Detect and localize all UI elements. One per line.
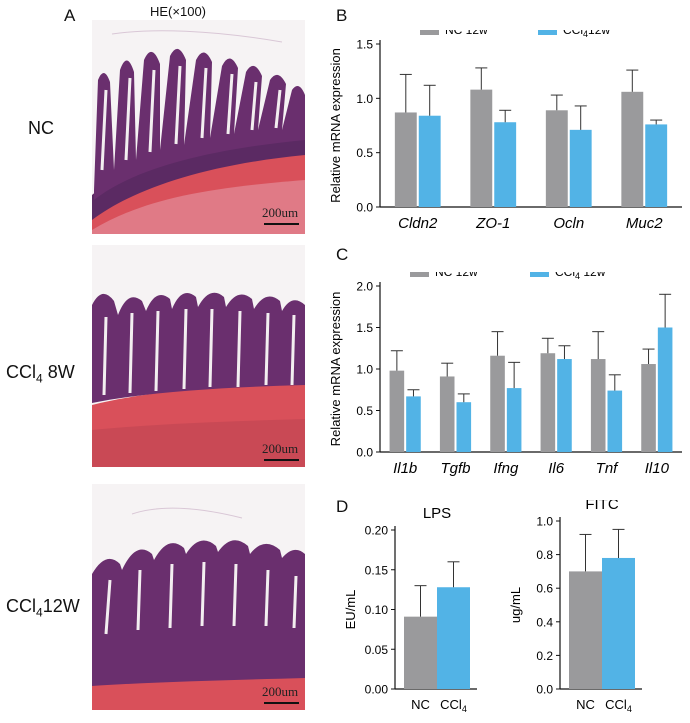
chart-b-bar — [545, 110, 568, 207]
chart-c-bar — [657, 327, 673, 452]
chart-d2-y-label: ug/mL — [510, 587, 523, 623]
chart-c-y-label: Relative mRNA expression — [330, 292, 343, 447]
chart-d1-title: LPS — [423, 505, 451, 522]
chart-b-x-tick-label: ZO-1 — [475, 215, 510, 232]
scale-label-nc: 200um — [262, 205, 299, 220]
legend-label: NC 12w — [445, 30, 488, 37]
scale-bar-ccl4-12w — [264, 702, 299, 704]
chart-c-y-tick-label: 0.0 — [356, 446, 373, 460]
legend-swatch — [538, 30, 557, 35]
chart-d2-y-tick-label: 0.0 — [536, 683, 553, 697]
chart-c-x-tick-label: Tgfb — [440, 460, 470, 477]
chart-d1-y-tick-label: 0.15 — [365, 563, 389, 577]
chart-c-x-tick-label: Il1b — [393, 460, 417, 477]
row-label-nc: NC — [28, 118, 54, 138]
chart-d1-bar — [404, 616, 437, 689]
chart-d2-y-tick-label: 0.8 — [536, 548, 553, 562]
chart-c-bar — [389, 370, 405, 452]
chart-d1-y-tick-label: 0.00 — [365, 683, 389, 697]
chart-d1: 0.00 0.05 0.10 0.15 0.20 EU/mL NC CCl4 LPS — [343, 505, 477, 714]
chart-c-y-tick-label: 1.0 — [356, 363, 373, 377]
chart-d1-y-tick-label: 0.05 — [365, 643, 389, 657]
chart-b-bar — [470, 89, 493, 207]
panel-letter-c: C — [336, 245, 349, 264]
panel-letter-a: A — [64, 6, 76, 25]
legend-label: CCl412w — [563, 30, 610, 39]
chart-d1-y-label: EU/mL — [343, 590, 358, 630]
scale-label-ccl4-12w: 200um — [262, 684, 299, 699]
chart-c-bar — [641, 364, 656, 452]
chart-b-y-tick-label: 1.0 — [356, 92, 373, 106]
panel-letter-d: D — [336, 497, 349, 516]
chart-c-x-tick-label: Il10 — [645, 460, 670, 477]
legend-swatch — [410, 272, 429, 277]
chart-d2-bar — [602, 557, 635, 689]
chart-c-y-tick-label: 1.5 — [356, 321, 373, 335]
chart-c-bar — [590, 359, 606, 452]
chart-c-bar — [506, 388, 522, 452]
chart-d2-x-tick-label: CCl4 — [605, 697, 632, 714]
legend-label: CCl4 12w — [555, 272, 606, 281]
row-label-ccl4-12w: CCl412W — [6, 596, 80, 620]
chart-c-y-tick-label: 0.5 — [356, 404, 373, 418]
chart-d1-x-tick-label: NC — [411, 697, 430, 712]
chart-d1-y-tick-label: 0.20 — [365, 524, 389, 538]
chart-b-bar — [569, 129, 592, 207]
chart-d2-x-tick-label: NC — [576, 697, 595, 712]
chart-b-x-tick-label: Muc2 — [626, 215, 663, 232]
scale-bar-ccl4-8w — [264, 459, 299, 461]
chart-b-x-tick-label: Cldn2 — [398, 215, 438, 232]
chart-b-bar — [494, 122, 517, 207]
chart-c-x-tick-label: Ifng — [493, 460, 519, 477]
chart-b-bar — [394, 112, 417, 207]
chart-d1-bar — [437, 587, 470, 689]
scale-label-ccl4-8w: 200um — [262, 441, 299, 456]
panel-letter-b: B — [336, 6, 348, 25]
micrograph-ccl4-12w: 200um — [92, 484, 305, 710]
chart-d2-bar — [569, 571, 602, 689]
chart-d2-y-tick-label: 1.0 — [536, 515, 553, 529]
legend-label: NC 12w — [435, 272, 478, 279]
chart-c-bar — [540, 353, 556, 452]
chart-d2: 0.0 0.2 0.4 0.6 0.8 1.0 ug/mL NC CCl4 FITC — [510, 500, 642, 714]
scale-bar-nc — [264, 223, 299, 225]
legend-swatch — [420, 30, 439, 35]
chart-b-y-tick-label: 1.5 — [356, 38, 373, 52]
chart-c-y-tick-label: 2.0 — [356, 280, 373, 294]
chart-b-y-tick-label: 0.5 — [356, 146, 373, 160]
chart-c-bar — [406, 396, 421, 452]
chart-d2-y-tick-label: 0.6 — [536, 582, 553, 596]
micrograph-ccl4-8w: 200um — [92, 245, 305, 467]
chart-d2-y-tick-label: 0.4 — [536, 615, 553, 629]
chart-c-bar — [557, 359, 572, 452]
chart-b-y-tick-label: 0.0 — [356, 201, 373, 215]
legend-swatch — [530, 272, 549, 277]
chart-c-bar — [439, 376, 455, 452]
chart-b-bar — [418, 115, 441, 207]
chart-c-x-tick-label: Tnf — [596, 460, 620, 477]
chart-d2-title: FITC — [585, 500, 618, 513]
chart-d1-y-tick-label: 0.10 — [365, 603, 389, 617]
chart-d1-x-tick-label: CCl4 — [440, 697, 467, 714]
chart-b: 0.0 0.5 1.0 1.5 Relative mRNA expression Cldn… — [330, 30, 682, 232]
he-title: HE(×100) — [150, 4, 206, 19]
chart-b-bar — [621, 91, 644, 207]
micrograph-nc: 200um — [92, 20, 305, 234]
chart-c-x-tick-label: Il6 — [548, 460, 565, 477]
chart-c-bar — [490, 355, 505, 452]
chart-b-bar — [645, 124, 668, 207]
chart-d2-y-tick-label: 0.2 — [536, 649, 553, 663]
chart-c-bar — [456, 402, 472, 452]
chart-c-bar — [607, 390, 623, 452]
chart-b-y-label: Relative mRNA expression — [330, 48, 343, 203]
chart-b-x-tick-label: Ocln — [553, 215, 584, 232]
row-label-ccl4-8w: CCl4 8W — [6, 362, 75, 386]
chart-c: 0.0 0.5 1.0 1.5 2.0 Relative mRNA expression I… — [330, 272, 682, 477]
